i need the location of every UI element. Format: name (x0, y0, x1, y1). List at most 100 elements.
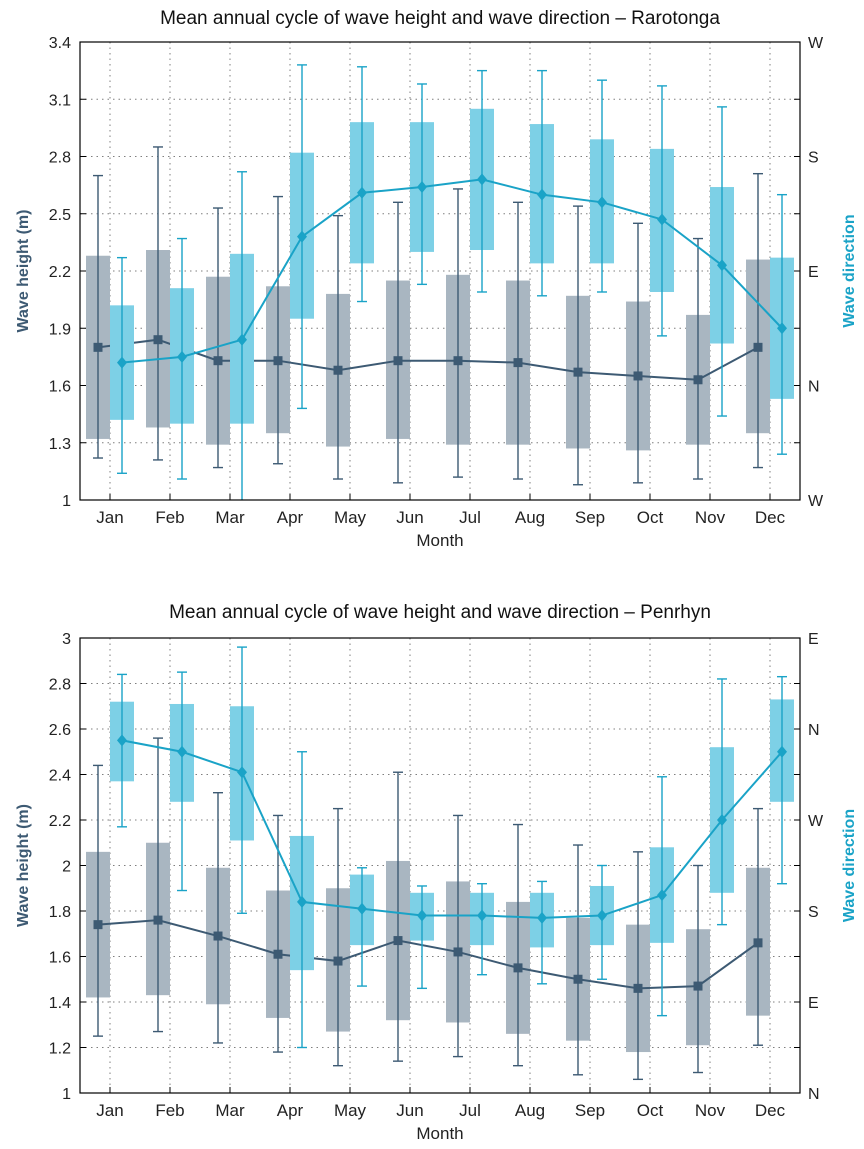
height-mean-marker (693, 981, 703, 991)
x-tick-label: Sep (575, 508, 605, 527)
y-tick-label: 2.4 (49, 768, 71, 785)
x-tick-label: Dec (755, 1101, 786, 1120)
direction-mean-marker (297, 895, 307, 908)
y-axis-label: Wave height (m) (15, 210, 32, 333)
direction-mean-marker (597, 196, 607, 209)
y-tick-label: 1.6 (49, 950, 71, 967)
direction-mean-marker (237, 333, 247, 346)
direction-mean-marker (417, 909, 427, 922)
x-tick-label: Mar (215, 1101, 245, 1120)
y-tick-label: 2.8 (49, 150, 71, 167)
height-mean-line (97, 919, 759, 990)
direction-mean-marker (657, 213, 667, 226)
y2-tick-label: E (808, 631, 819, 648)
y-tick-label: 1 (62, 1086, 71, 1103)
height-mean-marker (393, 356, 403, 366)
x-tick-label: Feb (155, 508, 184, 527)
direction-mean-marker (717, 814, 727, 826)
y2-tick-label: E (808, 264, 819, 281)
x-tick-label: Aug (515, 1101, 545, 1120)
height-mean-line (97, 338, 759, 381)
y-tick-label: 2.2 (49, 264, 71, 281)
height-mean-marker (633, 371, 643, 381)
height-mean-marker (213, 931, 223, 941)
y-tick-label: 3.1 (49, 92, 71, 109)
x-tick-label: Dec (755, 508, 786, 527)
direction-mean-marker (117, 356, 127, 369)
x-tick-label: Jul (459, 508, 481, 527)
y-tick-label: 1.2 (49, 1041, 71, 1058)
y-tick-label: 2.5 (49, 207, 71, 224)
y-tick-label: 1 (62, 493, 71, 510)
height-mean-marker (753, 342, 763, 352)
x-tick-label: Mar (215, 508, 245, 527)
direction-mean-marker (297, 230, 307, 243)
direction-mean-marker (417, 181, 427, 194)
x-tick-label: Jul (459, 1101, 481, 1120)
y2-tick-label: N (808, 379, 820, 396)
x-tick-label: Apr (277, 1101, 304, 1120)
y2-tick-label: E (808, 995, 819, 1012)
y2-tick-label: N (808, 1086, 820, 1103)
chart-title: Mean annual cycle of wave height and wav… (160, 8, 720, 29)
x-tick-label: Nov (695, 508, 726, 527)
height-mean-marker (333, 956, 343, 966)
y2-tick-label: N (808, 722, 820, 739)
panel-rarotonga: Mean annual cycle of wave height and wav… (15, 8, 858, 550)
x-tick-label: Jan (96, 1101, 123, 1120)
x-tick-label: Aug (515, 508, 545, 527)
x-tick-label: Jan (96, 508, 123, 527)
x-tick-label: Apr (277, 508, 304, 527)
y2-tick-label: S (808, 904, 819, 921)
y-tick-label: 2.6 (49, 722, 71, 739)
y-tick-label: 2 (62, 859, 71, 876)
y2-axis-label: Wave direction (841, 214, 858, 327)
height-mean-marker (573, 974, 583, 984)
x-tick-label: May (334, 1101, 367, 1120)
y-tick-label: 1.8 (49, 904, 71, 921)
direction-mean-marker (117, 734, 127, 747)
x-axis-label: Month (416, 531, 463, 550)
y-tick-label: 2.2 (49, 813, 71, 830)
direction-mean-marker (477, 909, 487, 922)
direction-mean-marker (177, 350, 187, 363)
height-mean-marker (633, 983, 643, 993)
panel-penrhyn: Mean annual cycle of wave height and wav… (15, 602, 858, 1143)
y-tick-label: 1.6 (49, 379, 71, 396)
height-mean-marker (513, 963, 523, 973)
height-mean-marker (213, 356, 223, 366)
y-tick-label: 1.4 (49, 995, 71, 1012)
y2-tick-label: W (808, 813, 824, 830)
direction-mean-marker (177, 745, 187, 758)
y-axis-label: Wave height (m) (15, 804, 32, 927)
height-mean-marker (333, 365, 343, 375)
x-axis-label: Month (416, 1124, 463, 1143)
chart-title: Mean annual cycle of wave height and wav… (169, 602, 711, 623)
direction-mean-marker (717, 259, 727, 272)
x-tick-label: Sep (575, 1101, 605, 1120)
direction-mean-marker (657, 889, 667, 902)
height-mean-marker (153, 915, 163, 925)
direction-mean-marker (237, 766, 247, 779)
direction-mean-marker (537, 188, 547, 201)
height-mean-marker (453, 356, 463, 366)
height-mean-marker (93, 342, 103, 352)
y2-tick-label: W (808, 35, 824, 52)
direction-mean-marker (777, 322, 787, 335)
x-tick-label: Jun (396, 508, 423, 527)
x-tick-label: May (334, 508, 367, 527)
direction-mean-line (121, 739, 783, 919)
direction-mean-marker (357, 902, 367, 915)
direction-mean-marker (537, 911, 547, 924)
y2-tick-label: S (808, 150, 819, 167)
height-mean-marker (573, 367, 583, 377)
y-tick-label: 3.4 (49, 35, 71, 52)
direction-mean-line (121, 178, 783, 364)
direction-mean-marker (777, 745, 787, 758)
height-mean-marker (273, 356, 283, 366)
y-tick-label: 2.8 (49, 677, 71, 694)
direction-mean-marker (477, 173, 487, 186)
x-tick-label: Feb (155, 1101, 184, 1120)
